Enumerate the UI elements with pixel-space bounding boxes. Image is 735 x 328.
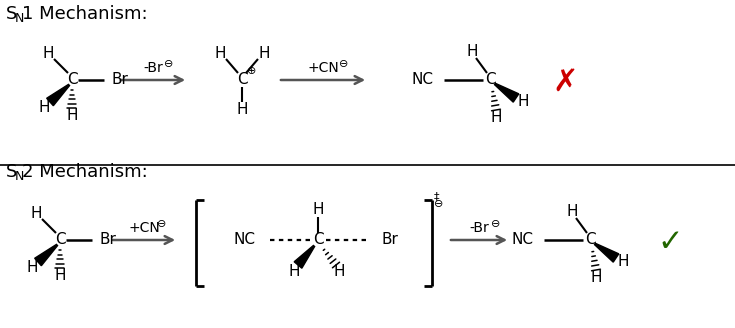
Text: ⊖: ⊖ bbox=[491, 219, 501, 229]
Text: C: C bbox=[584, 233, 595, 248]
Text: H: H bbox=[66, 108, 78, 122]
Polygon shape bbox=[35, 244, 57, 266]
Text: 1 Mechanism:: 1 Mechanism: bbox=[22, 5, 148, 23]
Text: C: C bbox=[484, 72, 495, 88]
Text: H: H bbox=[26, 260, 37, 276]
Text: H: H bbox=[236, 101, 248, 116]
Text: ⊖: ⊖ bbox=[339, 59, 348, 69]
Polygon shape bbox=[294, 245, 315, 268]
Text: S: S bbox=[6, 163, 18, 181]
Polygon shape bbox=[595, 243, 619, 262]
Text: Br: Br bbox=[112, 72, 129, 88]
Text: H: H bbox=[214, 46, 226, 60]
Text: H: H bbox=[617, 255, 628, 270]
Text: H: H bbox=[30, 206, 42, 220]
Text: N: N bbox=[15, 12, 24, 26]
Text: S: S bbox=[6, 5, 18, 23]
Text: C: C bbox=[67, 72, 77, 88]
Text: H: H bbox=[466, 44, 478, 58]
Text: Br: Br bbox=[382, 233, 399, 248]
Text: H: H bbox=[42, 47, 54, 62]
Polygon shape bbox=[46, 84, 70, 106]
Text: H: H bbox=[312, 202, 323, 217]
Text: ⊖: ⊖ bbox=[434, 199, 443, 209]
Polygon shape bbox=[495, 83, 519, 102]
Text: H: H bbox=[54, 268, 65, 282]
Text: Br: Br bbox=[100, 233, 117, 248]
Text: -Br: -Br bbox=[143, 61, 163, 75]
Text: N: N bbox=[15, 171, 24, 183]
Text: ✓: ✓ bbox=[657, 228, 683, 256]
Text: +CN: +CN bbox=[307, 61, 339, 75]
Text: H: H bbox=[288, 264, 300, 279]
Text: NC: NC bbox=[512, 233, 534, 248]
Text: NC: NC bbox=[234, 233, 256, 248]
Text: C: C bbox=[237, 72, 247, 88]
Text: H: H bbox=[517, 94, 528, 110]
Text: -Br: -Br bbox=[469, 221, 489, 235]
Text: +CN: +CN bbox=[128, 221, 160, 235]
Text: 2 Mechanism:: 2 Mechanism: bbox=[22, 163, 148, 181]
Text: H: H bbox=[258, 46, 270, 60]
Text: ✗: ✗ bbox=[552, 68, 578, 96]
Text: ⊖: ⊖ bbox=[164, 59, 173, 69]
Text: H: H bbox=[333, 264, 345, 279]
Text: H: H bbox=[490, 111, 502, 126]
Text: C: C bbox=[54, 233, 65, 248]
Text: H: H bbox=[38, 100, 50, 115]
Text: ⊖: ⊖ bbox=[157, 219, 166, 229]
Text: ⊕: ⊕ bbox=[247, 66, 257, 76]
Text: H: H bbox=[590, 271, 602, 285]
Text: C: C bbox=[312, 233, 323, 248]
Text: NC: NC bbox=[412, 72, 434, 88]
Text: ‡: ‡ bbox=[434, 191, 440, 201]
Text: H: H bbox=[566, 203, 578, 218]
